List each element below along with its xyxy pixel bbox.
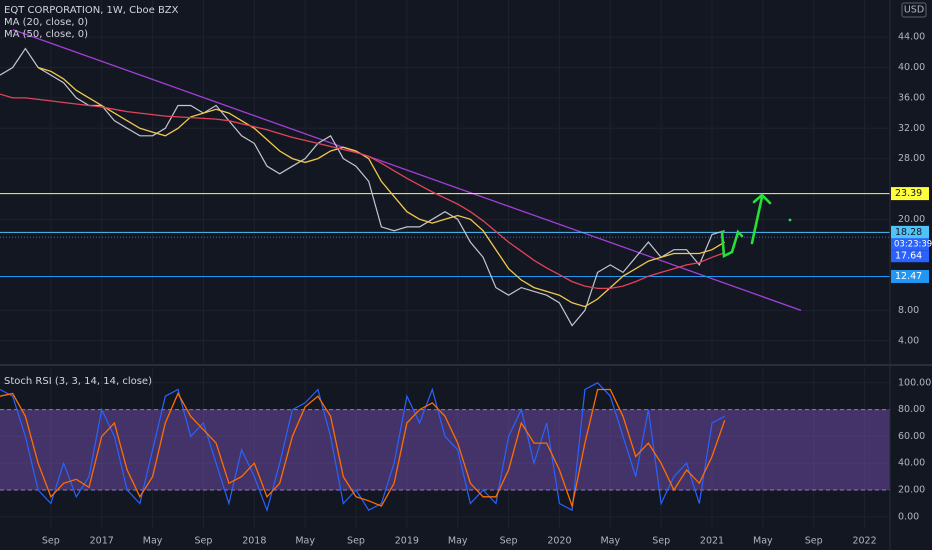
- y-tick-label: 20.00: [898, 485, 925, 496]
- x-tick-label: Sep: [347, 536, 365, 547]
- x-tick-label: May: [448, 536, 468, 547]
- y-tick-label: 44.00: [898, 32, 925, 43]
- y-tick-label: 100.00: [898, 377, 931, 388]
- x-tick-label: 2018: [242, 536, 266, 547]
- y-tick-label: 28.00: [898, 153, 925, 164]
- series-line: [37, 66, 726, 308]
- series-line: [0, 47, 725, 327]
- currency: USD: [904, 5, 924, 16]
- chart-title: EQT CORPORATION, 1W, Cboe BZX: [4, 5, 179, 16]
- price-label: 12.47: [895, 271, 922, 282]
- hand-drawn-arrow: [720, 193, 772, 259]
- hand-drawn-dot: [788, 218, 792, 222]
- y-tick-label: 40.00: [898, 62, 925, 73]
- y-tick-label: 80.00: [898, 404, 925, 415]
- trendline: [12, 28, 802, 312]
- price-label: 23.39: [895, 188, 922, 199]
- ma20-legend: MA (20, close, 0): [4, 17, 88, 28]
- y-tick-label: 8.00: [898, 305, 919, 316]
- x-tick-label: 2021: [700, 536, 724, 547]
- x-tick-label: 2022: [852, 536, 876, 547]
- x-tick-label: Sep: [805, 536, 823, 547]
- countdown-box: [891, 238, 929, 251]
- y-tick-label: 60.00: [898, 431, 925, 442]
- x-tick-label: May: [753, 536, 773, 547]
- price-label-box: [891, 187, 929, 201]
- series-line: [0, 93, 725, 290]
- y-tick-label: 32.00: [898, 123, 925, 134]
- y-tick-label: 40.00: [898, 458, 925, 469]
- x-tick-label: May: [143, 536, 163, 547]
- x-tick-label: Sep: [42, 536, 60, 547]
- series-line: [0, 388, 726, 509]
- y-tick-label: 4.00: [898, 335, 919, 346]
- x-tick-label: Sep: [194, 536, 212, 547]
- y-tick-label: 36.00: [898, 92, 925, 103]
- x-tick-label: 2019: [395, 536, 419, 547]
- price-label: 18.28: [895, 227, 922, 238]
- stoch-band: [0, 409, 890, 491]
- ma50-legend: MA (50, close, 0): [4, 29, 88, 40]
- x-tick-label: Sep: [652, 536, 670, 547]
- y-tick-label: 0.00: [898, 511, 919, 522]
- price-label-box: [891, 225, 929, 239]
- currency-box: [901, 2, 927, 18]
- x-tick-label: Sep: [500, 536, 518, 547]
- stoch-title: Stoch RSI (3, 3, 14, 14, close): [4, 376, 152, 387]
- x-tick-label: May: [600, 536, 620, 547]
- x-tick-label: 2017: [90, 536, 114, 547]
- x-tick-label: 2020: [547, 536, 571, 547]
- last-price-box: [891, 250, 929, 263]
- x-tick-label: May: [295, 536, 315, 547]
- countdown: 03:23:39: [894, 240, 932, 250]
- y-tick-label: 20.00: [898, 214, 925, 225]
- last-price-label: 17.64: [895, 251, 922, 262]
- price-label-box: [891, 269, 929, 283]
